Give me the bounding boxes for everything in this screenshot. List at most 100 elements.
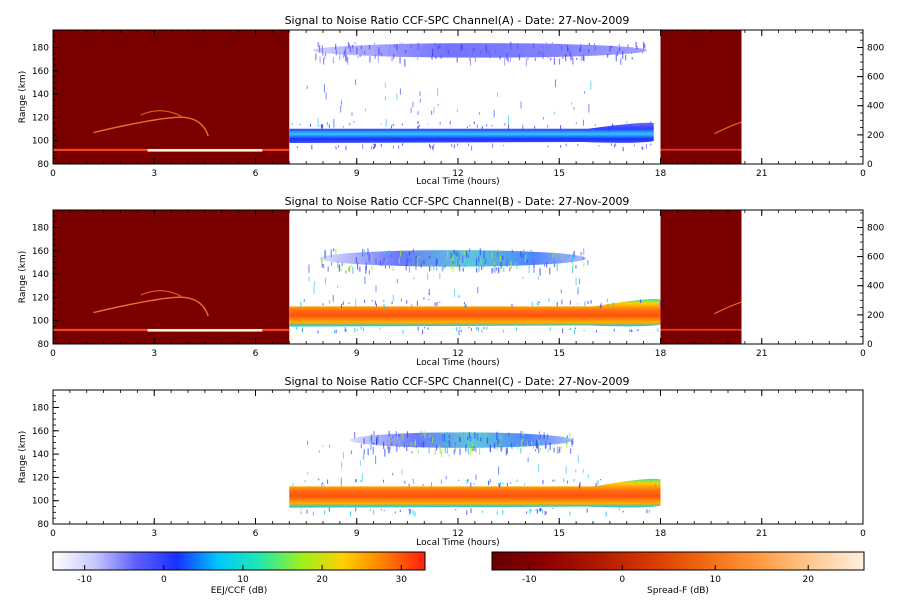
echo-speckle [498,483,500,487]
echo-speckle [466,510,468,516]
echo-speckle [576,57,578,60]
echo-speckle [560,125,562,130]
echo-speckle [529,509,531,514]
echo-speckle [503,144,505,146]
echo-speckle [340,265,342,272]
echo-speckle [594,124,596,127]
echo-speckle [324,510,326,515]
echo-speckle [300,508,302,511]
echo-speckle [645,144,647,149]
x-tick-label: 0 [50,529,56,539]
echo-speckle [395,431,397,437]
echo-speckle [414,439,417,446]
echo-speckle [481,266,483,271]
echo-speckle [427,123,429,125]
echo-speckle [404,58,406,67]
echo-speckle [449,120,451,125]
echo-speckle [433,107,435,114]
echo-speckle [340,105,342,113]
echo-speckle [420,443,422,448]
echo-speckle [375,437,378,445]
spread-f-trace [660,328,742,331]
echo-speckle [420,431,422,437]
echo-speckle [467,448,469,455]
echo-speckle [582,55,584,61]
echo-speckle [458,252,460,260]
echo-speckle [572,253,574,257]
echo-speckle [375,303,377,307]
echo-speckle [387,445,389,449]
x-tick-label: 18 [655,529,667,539]
echo-speckle [402,143,404,146]
echo-speckle [454,289,456,297]
y-tick-label: 140 [32,90,49,100]
echo-speckle [553,447,555,453]
echo-speckle [413,277,415,280]
echo-speckle [350,450,352,455]
echo-speckle [355,257,357,263]
echo-speckle [384,82,386,88]
echo-speckle [347,267,350,271]
echo-speckle [573,478,575,482]
echo-speckle [618,43,621,50]
echo-speckle [631,329,633,333]
echo-speckle [421,441,423,446]
echo-speckle [380,508,382,511]
echo-speckle [527,54,529,61]
echo-speckle [328,507,330,512]
echo-speckle [432,48,434,56]
echo-speckle [388,250,390,256]
echo-speckle [335,249,337,255]
echo-speckle [388,449,391,453]
echo-speckle [428,289,430,296]
echo-speckle [477,286,479,294]
echo-speckle [367,248,369,255]
echo-speckle [539,434,541,440]
echo-speckle [414,511,416,517]
echo-speckle [359,460,361,466]
echo-speckle [348,266,350,272]
echo-speckle [552,479,554,482]
echo-speckle [538,51,541,55]
echo-speckle [430,145,432,149]
echo-speckle [467,253,470,259]
echo-speckle [526,440,528,447]
echo-speckle [650,121,652,125]
echo-speckle [427,272,429,280]
echo-speckle [648,509,650,513]
echo-speckle [350,511,352,517]
echo-speckle [583,262,585,267]
echo-speckle [444,445,446,453]
echo-speckle [556,448,559,453]
echo-speckle [467,479,469,482]
echo-speckle [522,438,524,442]
echo-speckle [344,47,347,53]
echo-speckle [299,124,301,126]
y-tick-label: 120 [32,473,49,483]
echo-speckle [411,451,413,454]
echo-speckle [457,143,459,147]
echo-speckle [479,50,482,54]
echo-speckle [535,439,538,444]
echo-speckle [571,102,573,105]
echo-speckle [549,442,551,450]
echo-speckle [641,146,643,149]
echo-speckle [580,251,582,256]
echo-speckle [380,144,382,147]
echo-speckle [483,259,485,268]
echo-speckle [370,254,373,260]
echo-speckle [575,277,577,286]
echo-speckle [637,124,639,127]
echo-speckle [580,43,582,52]
echo-speckle [455,254,457,260]
echo-speckle [423,260,425,264]
echo-speckle [627,44,629,48]
echo-speckle [534,57,536,61]
echo-speckle [460,329,462,332]
echo-speckle [375,455,377,465]
echo-speckle [577,144,579,146]
echo-speckle [469,435,472,442]
y-tick-label: 80 [38,160,50,170]
colorbar-ticks: -10 0 10 20 30 [77,565,407,585]
echo-speckle [507,115,509,125]
